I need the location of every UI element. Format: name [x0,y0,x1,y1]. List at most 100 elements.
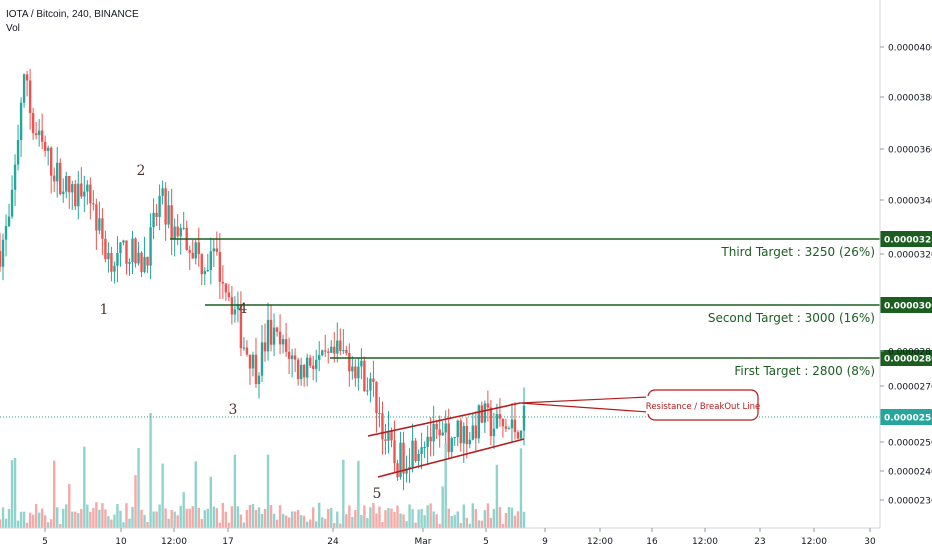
volume-bar [308,519,312,528]
candle-body [354,366,357,379]
candle-body [71,184,74,193]
candle-body [281,339,285,345]
candle-body [188,250,191,253]
candle-body [390,430,393,441]
volume-bar [31,514,35,528]
y-tick-label: 0.00002300 [888,497,932,507]
candle-body [522,405,526,431]
candle-body [257,375,261,385]
candle-body [212,248,216,252]
volume-bar [251,504,255,528]
volume-bar [405,521,408,528]
volume-bar [477,520,481,528]
volume-bar [372,503,375,528]
volume-bar [107,516,110,528]
volume-bar [305,521,309,528]
volume-bar [296,510,300,528]
volume-bar [423,515,426,528]
candle-body [137,252,140,264]
candle-body [441,432,444,436]
volume-bar [351,517,354,528]
candle-body [173,226,176,239]
candle-body [227,292,231,298]
candle-body [342,350,345,352]
candle-body [248,354,252,369]
volume-bar [122,522,125,528]
volume-bar [128,518,131,528]
volume-bar [336,511,339,528]
volume-bar [402,514,405,528]
volume-bar [311,507,315,528]
candle-body [290,355,294,359]
candle-body [95,204,98,231]
candle-body [269,319,273,345]
volume-bar [230,506,234,528]
volume-bar [218,522,222,528]
candle-body [242,347,246,349]
candle-body [209,251,213,270]
x-tick-label: 12:00 [161,537,187,547]
volume-bar [170,510,173,528]
candle-body [131,238,134,263]
volume-bar [522,511,526,528]
volume-bar [375,513,378,528]
volume-bar [203,510,206,528]
volume-bar [290,511,294,528]
volume-bar [149,413,152,528]
volume-bar [324,518,327,528]
x-tick-label: 5 [483,537,489,547]
wave-label: 1 [100,302,109,318]
volume-bar [233,454,237,528]
volume-bar [95,502,98,528]
candle-body [34,133,38,136]
volume-bar [245,509,249,528]
candle-body [453,437,456,439]
candle-body [77,183,80,207]
candle-body [519,430,523,439]
candle-body [405,468,408,474]
candle-body [308,357,312,366]
volume-bar [113,514,116,528]
volume-bar [363,505,366,528]
candle-body [203,271,206,275]
candle-body [363,360,366,392]
candle-body [417,453,420,461]
candle-body [80,183,83,197]
candle-body [149,227,152,266]
volume-bar [513,515,517,528]
candle-body [28,80,32,113]
x-tick-label: 5 [42,537,48,547]
y-tick-label: 0.00003600 [888,146,932,156]
candle-body [40,130,44,142]
candlestick-series [0,68,526,491]
candle-body [113,265,116,272]
volume-bar [236,506,240,528]
candle-body [176,226,179,237]
candle-body [299,364,303,380]
volume-bar [221,502,225,528]
volume-bar [65,504,68,528]
volume-bar [22,511,26,528]
candle-body [501,418,505,427]
volume-bar [272,513,276,528]
candle-body [366,390,369,392]
volume-bar [387,508,390,528]
volume-bar [293,511,297,528]
candle-body [107,253,110,260]
candle-body [134,238,137,264]
candle-body [110,253,113,272]
volume-bar [315,521,318,528]
candle-body [182,227,185,229]
volume-bar [348,505,351,528]
volume-bar [173,511,176,528]
candle-body [125,240,128,264]
candle-body [396,463,399,478]
volume-bar [501,523,505,528]
target-text: Second Target : 3000 (16%) [708,311,875,325]
volume-bar [345,514,348,528]
volume-bar [483,510,487,528]
volume-bar [188,508,191,528]
candle-body [158,195,161,217]
candle-body [146,256,149,266]
